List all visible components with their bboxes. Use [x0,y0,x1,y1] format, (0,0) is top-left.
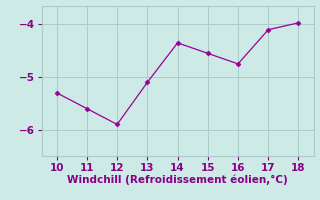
X-axis label: Windchill (Refroidissement éolien,°C): Windchill (Refroidissement éolien,°C) [67,174,288,185]
